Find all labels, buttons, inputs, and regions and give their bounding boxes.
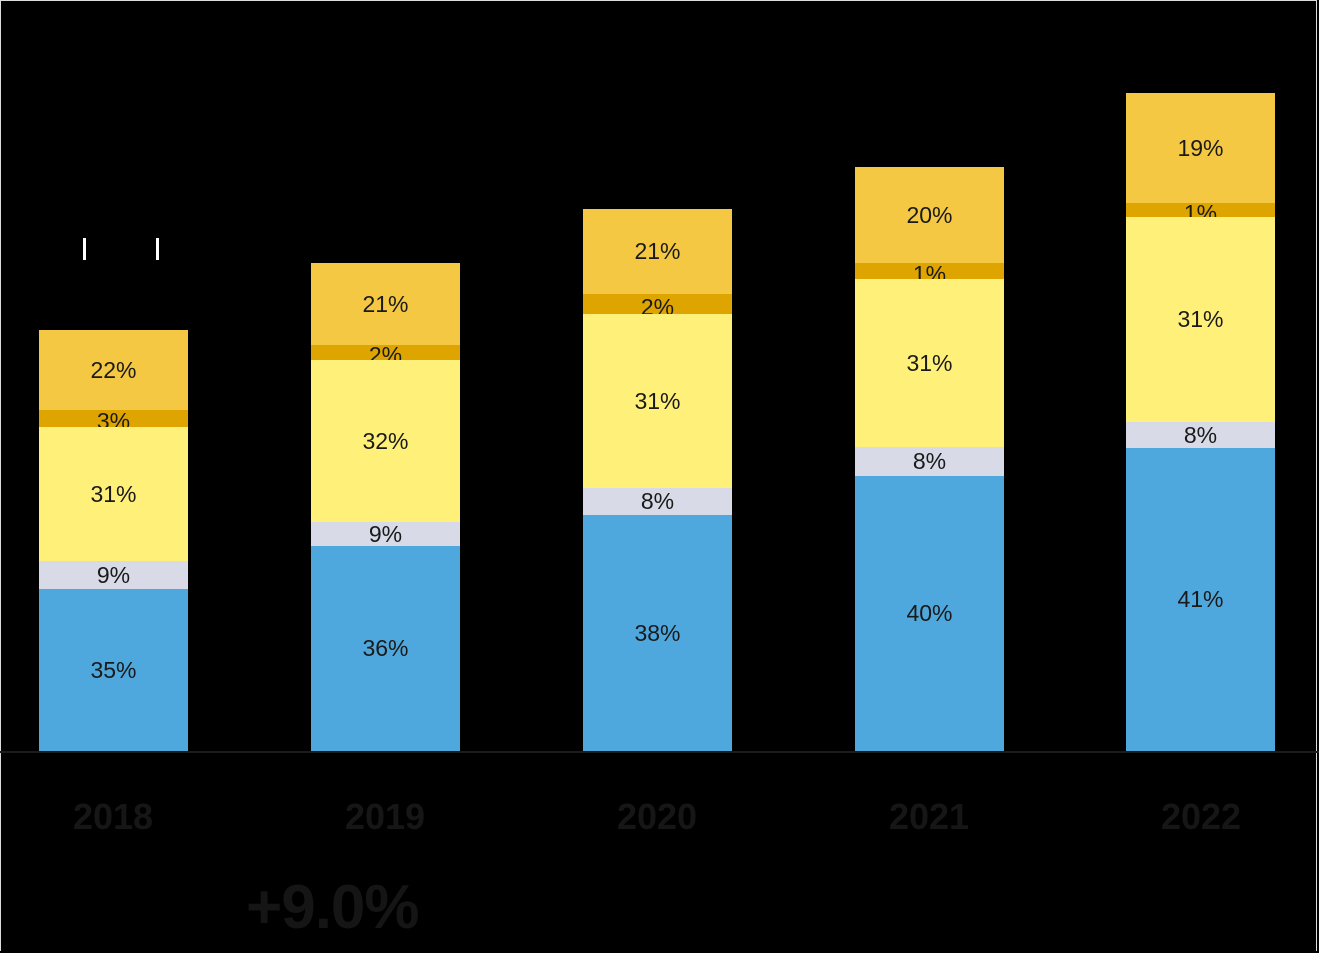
segment-1: 38% <box>583 515 732 751</box>
marker-tick-left <box>83 238 86 260</box>
segment-5: 22% <box>39 330 188 410</box>
segment-4: 1% <box>855 261 1004 287</box>
bar-2019: 21% 2% 32% 9% 36% <box>311 263 460 751</box>
x-axis-line <box>0 751 1319 753</box>
segment-1: 35% <box>39 589 188 751</box>
segment-label: 21% <box>634 238 681 264</box>
growth-annotation: +9.0% <box>246 873 420 942</box>
x-tick-2019: 2019 <box>344 796 426 837</box>
segment-4: 3% <box>39 408 188 434</box>
segment-5: 21% <box>583 209 732 294</box>
segment-2: 8% <box>583 488 732 515</box>
segment-3: 31% <box>583 314 732 488</box>
segment-label: 31% <box>1177 306 1224 332</box>
segment-label: 8% <box>912 448 947 474</box>
x-tick-2018: 2018 <box>72 796 154 837</box>
segment-label: 9% <box>368 520 403 547</box>
bar-2022: 19% 1% 31% 8% 41% <box>1126 93 1275 751</box>
segment-3: 31% <box>1126 217 1275 422</box>
segment-label: 8% <box>1183 421 1218 448</box>
segment-2: 8% <box>855 447 1004 476</box>
segment-label: 31% <box>90 480 137 507</box>
segment-4: 1% <box>1126 200 1275 226</box>
marker-tick-right <box>156 238 159 260</box>
segment-1: 41% <box>1126 448 1275 751</box>
bar-2021: 20% 1% 31% 8% 40% <box>855 167 1004 751</box>
x-tick-2020: 2020 <box>616 796 698 837</box>
segment-label: 8% <box>640 488 675 514</box>
segment-1: 40% <box>855 476 1004 751</box>
segment-label: 20% <box>906 201 953 228</box>
segment-3: 31% <box>39 427 188 561</box>
segment-3: 32% <box>311 360 460 522</box>
segment-label: 36% <box>362 635 409 661</box>
bar-2020: 21% 2% 31% 8% 38% <box>583 209 732 751</box>
segment-5: 21% <box>311 263 460 345</box>
segment-label: 40% <box>906 600 953 626</box>
x-tick-2022: 2022 <box>1160 796 1242 837</box>
segment-4: 2% <box>311 342 460 368</box>
segment-5: 19% <box>1126 93 1275 203</box>
segment-2: 8% <box>1126 422 1275 448</box>
segment-2: 9% <box>39 561 188 589</box>
segment-label: 38% <box>634 619 681 646</box>
segment-5: 20% <box>855 167 1004 263</box>
segment-2: 9% <box>311 520 460 547</box>
segment-label: 31% <box>906 349 953 376</box>
x-tick-2021: 2021 <box>888 796 970 837</box>
segment-label: 21% <box>362 290 409 317</box>
segment-label: 19% <box>1177 134 1224 161</box>
segment-label: 41% <box>1177 586 1224 612</box>
segment-4: 2% <box>583 294 732 320</box>
segment-label: 35% <box>90 656 137 683</box>
segment-label: 9% <box>96 561 131 588</box>
segment-1: 36% <box>311 546 460 751</box>
bar-2018: 22% 3% 31% 9% 35% <box>39 330 188 751</box>
segment-3: 31% <box>855 279 1004 447</box>
segment-label: 32% <box>362 427 409 454</box>
segment-label: 31% <box>634 387 681 414</box>
segment-label: 22% <box>90 356 137 383</box>
